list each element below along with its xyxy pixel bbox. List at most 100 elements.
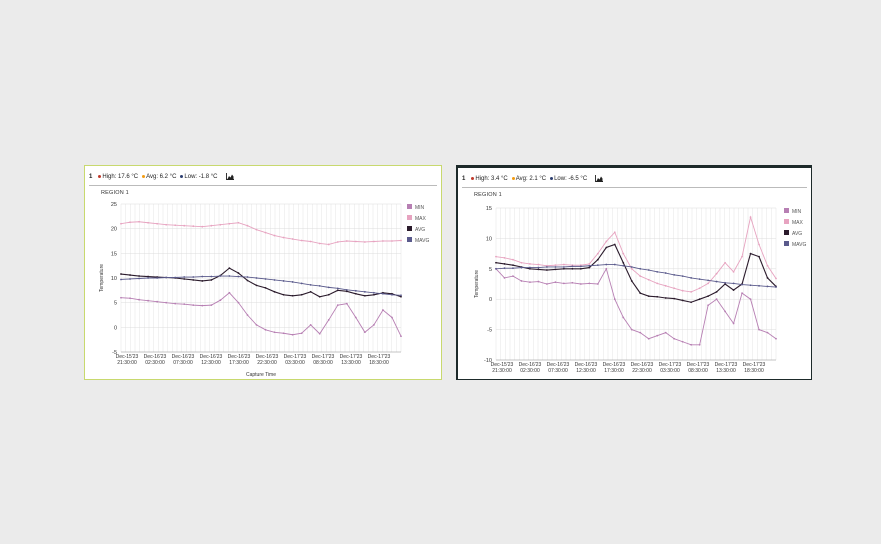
x-tick-label: 21:30:00	[492, 368, 512, 374]
data-point	[192, 276, 195, 278]
x-tick-label: Dec-16'23	[603, 362, 626, 368]
data-point	[129, 278, 131, 280]
data-point	[382, 309, 384, 311]
x-tick-label: Dec-15'23	[491, 362, 514, 368]
region-number: 1	[462, 175, 466, 182]
data-point	[373, 240, 375, 243]
data-point	[264, 286, 267, 289]
data-point	[554, 264, 557, 267]
data-point	[715, 280, 718, 283]
region-label: REGION 1	[101, 190, 129, 196]
x-tick-label: Dec-16'23	[172, 354, 195, 360]
data-point	[400, 294, 402, 297]
data-point	[758, 328, 760, 331]
y-tick-label: 15	[486, 206, 492, 212]
x-tick-label: 07:30:00	[173, 360, 193, 366]
data-point	[605, 246, 608, 249]
avg-stat: Avg: 2.1 °C	[515, 175, 547, 182]
data-point	[571, 267, 574, 270]
data-point	[622, 316, 625, 319]
x-tick-label: 07:30:00	[548, 368, 568, 374]
data-point	[596, 264, 599, 267]
x-tick-label: Dec-16'23	[144, 354, 167, 360]
avg-dot-icon	[511, 177, 515, 180]
data-point	[749, 252, 752, 255]
data-point	[391, 240, 393, 242]
x-tick-label: Dec-17'23	[659, 362, 682, 368]
data-point	[363, 241, 366, 243]
data-point	[775, 286, 777, 288]
high-stat: High: 3.4 °C	[475, 175, 508, 182]
x-tick-label: Dec-17'23	[743, 362, 766, 368]
y-tick-label: 20	[111, 227, 117, 233]
data-point	[596, 258, 599, 261]
data-point	[647, 295, 650, 298]
data-point	[291, 281, 294, 283]
data-point	[681, 275, 684, 277]
y-tick-label: -10	[484, 358, 492, 364]
data-point	[562, 263, 565, 266]
x-tick-label: Dec-15'23	[116, 354, 139, 360]
x-tick-label: 17:30:00	[604, 368, 624, 374]
series-line-max	[495, 215, 777, 293]
data-point	[400, 335, 402, 338]
data-point	[715, 298, 718, 301]
y-tick-label: 10	[111, 276, 117, 282]
data-point	[639, 275, 642, 277]
data-point	[309, 240, 312, 243]
data-point	[246, 279, 249, 282]
data-point	[707, 304, 710, 307]
data-point	[318, 295, 321, 298]
legend-label: MIN	[792, 209, 802, 215]
data-point	[255, 277, 258, 279]
data-point	[520, 280, 523, 282]
data-point	[630, 267, 633, 270]
data-point	[656, 334, 659, 337]
data-point	[156, 277, 159, 279]
area-chart-icon[interactable]	[595, 175, 604, 182]
data-point	[605, 263, 608, 266]
data-point	[291, 294, 294, 297]
data-point	[210, 224, 213, 227]
data-point	[273, 290, 276, 293]
data-point	[622, 252, 625, 255]
data-point	[264, 278, 267, 280]
data-point	[120, 296, 122, 299]
data-point	[354, 316, 357, 319]
data-point	[681, 340, 684, 343]
legend-swatch	[784, 241, 789, 246]
data-point	[192, 225, 195, 228]
x-tick-label: 03:30:00	[285, 360, 305, 366]
data-point	[749, 216, 752, 219]
data-point	[690, 301, 693, 304]
data-point	[596, 252, 599, 255]
data-point	[174, 224, 177, 227]
data-point	[681, 289, 684, 292]
data-point	[201, 275, 204, 278]
data-point	[673, 273, 676, 276]
data-point	[690, 277, 693, 279]
data-point	[715, 291, 718, 293]
data-point	[605, 267, 608, 270]
x-tick-label: Dec-16'23	[631, 362, 654, 368]
data-point	[495, 255, 497, 258]
y-tick-label: 25	[111, 202, 117, 208]
area-chart-icon[interactable]	[225, 173, 234, 180]
high-dot-icon	[471, 177, 475, 180]
data-point	[512, 267, 514, 270]
data-point	[201, 225, 204, 228]
data-point	[664, 284, 667, 287]
data-point	[273, 331, 276, 334]
y-axis-label: Temperature	[99, 264, 105, 292]
series-line-mavg	[495, 264, 777, 288]
data-point	[707, 282, 710, 285]
region-label: REGION 1	[474, 192, 502, 198]
data-point	[529, 281, 531, 284]
data-point	[174, 302, 177, 305]
data-point	[382, 240, 384, 242]
x-tick-label: Dec-17'23	[368, 354, 391, 360]
x-tick-label: Dec-17'23	[715, 362, 738, 368]
data-point	[129, 221, 131, 224]
data-point	[183, 278, 186, 280]
data-point	[503, 277, 506, 279]
